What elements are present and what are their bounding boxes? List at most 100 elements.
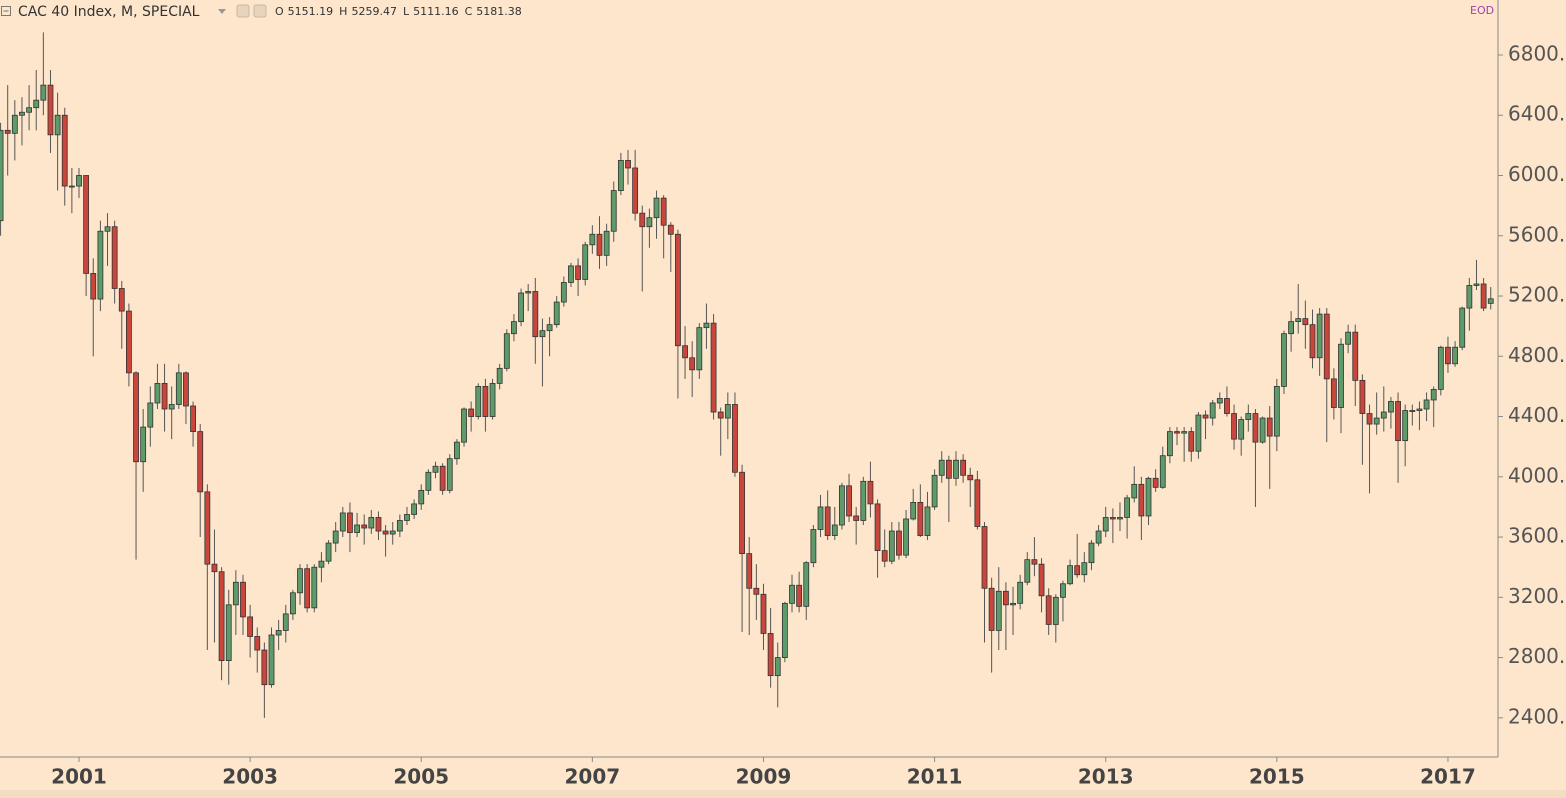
candle-body: [931, 474, 938, 508]
candle-body: [1138, 483, 1145, 517]
candle-body: [1316, 313, 1323, 359]
candle-body: [354, 524, 360, 533]
candle-body: [197, 431, 204, 493]
candle-body: [568, 265, 574, 283]
candle-body: [703, 322, 710, 329]
candle-body: [1388, 401, 1394, 413]
candle-body: [4, 129, 11, 134]
candle-body: [1302, 318, 1309, 326]
candle-body: [560, 282, 567, 303]
candle-body: [1031, 559, 1038, 565]
candle-body: [1017, 581, 1024, 604]
y-tick-label: 2400.0: [1508, 704, 1566, 728]
candle-body: [995, 590, 1002, 631]
y-tick-label: 2800.0: [1508, 644, 1566, 668]
candle-body: [389, 530, 396, 535]
candle-body: [425, 471, 432, 491]
ohlc-readout: O 5151.19 H 5259.47 L 5111.16 C 5181.38: [275, 5, 522, 18]
candle-body: [724, 404, 731, 419]
y-tick-label: 6000.0: [1508, 162, 1566, 186]
candle-body: [1416, 408, 1423, 411]
candle-body: [1480, 283, 1487, 309]
candle-body: [1395, 401, 1401, 442]
y-tick-label: 6400.0: [1508, 102, 1566, 126]
candle-body: [667, 224, 674, 235]
candle-body: [1131, 483, 1138, 499]
candle-body: [1466, 285, 1473, 309]
y-tick-label: 3200.0: [1508, 584, 1566, 608]
ohlc-letter: L: [403, 5, 410, 18]
candle-body: [1238, 419, 1245, 440]
ohlc-value: 5111.16: [413, 5, 459, 18]
candle-body: [11, 114, 18, 134]
candle-body: [1024, 559, 1031, 583]
candle-body: [960, 459, 967, 476]
candle-body: [682, 345, 688, 359]
candle-body: [368, 517, 375, 529]
candle-body: [1352, 331, 1359, 381]
ohlc-letter: H: [339, 5, 347, 18]
candle-body: [1373, 417, 1380, 425]
candle-body: [1188, 431, 1195, 452]
candle-body: [1067, 565, 1073, 585]
x-tick-label: 2013: [1078, 765, 1134, 789]
x-tick-label: 2007: [565, 765, 621, 789]
dropdown-arrow[interactable]: [218, 9, 226, 14]
candle-body: [653, 197, 660, 219]
candle-body: [475, 386, 482, 417]
candle-body: [546, 324, 553, 332]
candle-body: [767, 633, 774, 677]
candle-body: [1409, 410, 1416, 412]
candle-body: [26, 107, 32, 113]
candle-body: [1259, 417, 1266, 443]
candle-body: [589, 233, 596, 246]
collapse-icon[interactable]: [1, 6, 11, 16]
candle-body: [1209, 402, 1216, 419]
x-tick-label: 2003: [222, 765, 278, 789]
candle-body: [1330, 378, 1337, 408]
candle-body: [118, 288, 125, 312]
symbol-title[interactable]: CAC 40 Index, M, SPECIAL: [18, 4, 200, 20]
ohlc-value: 5259.47: [351, 5, 397, 18]
candle-body: [1452, 346, 1458, 365]
candle-body: [1003, 590, 1009, 606]
candle-body: [831, 524, 838, 536]
candle-body: [254, 636, 261, 651]
candle-body: [1359, 379, 1366, 414]
candle-body: [1181, 431, 1188, 434]
y-tick-label: 4800.0: [1508, 343, 1566, 367]
candle-body: [1052, 596, 1059, 625]
candle-body: [432, 465, 439, 473]
candle-body: [268, 634, 275, 686]
y-tick-label: 4400.0: [1508, 403, 1566, 427]
candle-body: [846, 485, 852, 517]
candle-body: [332, 530, 339, 544]
candle-body: [1195, 414, 1202, 452]
candle-body: [810, 529, 817, 564]
settings-icon[interactable]: [253, 4, 267, 18]
candle-body: [839, 485, 845, 526]
eye-icon[interactable]: [236, 4, 250, 18]
candle-body: [461, 408, 467, 443]
candle-body: [746, 553, 753, 589]
candle-body: [1231, 413, 1237, 440]
candle-body: [126, 310, 132, 374]
candle-body: [924, 506, 931, 536]
candle-body: [696, 327, 703, 371]
candle-body: [1345, 331, 1352, 345]
candle-body: [632, 167, 639, 214]
candle-body: [411, 503, 418, 515]
x-tick-label: 2005: [393, 765, 449, 789]
candle-body: [646, 217, 653, 228]
y-tick-label: 5600.0: [1508, 222, 1566, 246]
candle-body: [660, 197, 667, 226]
candle-body: [1380, 411, 1387, 419]
candle-body: [140, 426, 147, 463]
candle-body: [1323, 313, 1330, 380]
candle-body: [1402, 410, 1409, 442]
candle-body: [1245, 413, 1252, 420]
candle-body: [325, 542, 332, 562]
candle-body: [896, 530, 902, 556]
